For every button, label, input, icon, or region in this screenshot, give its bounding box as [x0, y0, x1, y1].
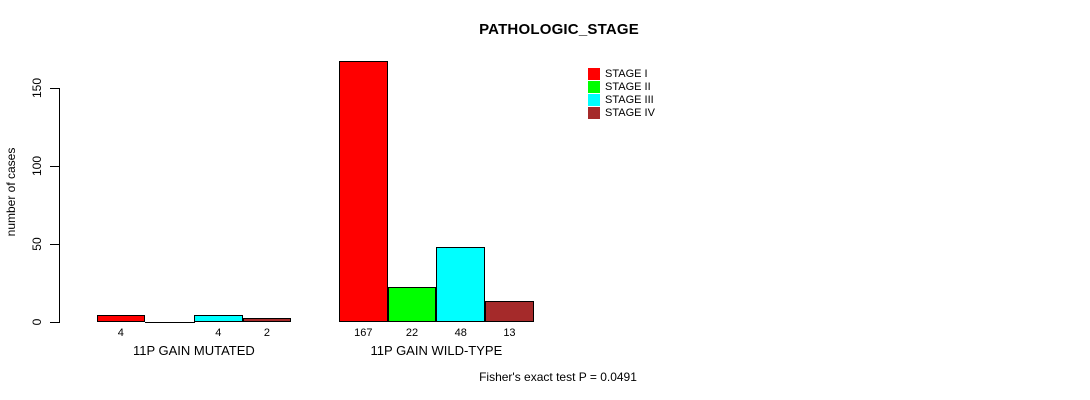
legend-swatch [588, 106, 600, 119]
bar-value-label: 4 [215, 327, 222, 339]
bar-value-label: 48 [454, 327, 467, 339]
y-axis-line [59, 87, 60, 323]
legend-label: STAGE IV [605, 106, 655, 119]
fisher-test-annotation: Fisher's exact test P = 0.0491 [479, 370, 637, 384]
zero-height-bar [145, 321, 195, 323]
bar [339, 60, 388, 323]
legend-row: STAGE I [588, 67, 655, 80]
legend: STAGE I STAGE II STAGE III STAGE IV [588, 67, 655, 119]
bar-value-label: 22 [405, 327, 419, 339]
y-tick [50, 165, 59, 167]
legend-row: STAGE II [588, 80, 655, 93]
bar [242, 318, 292, 323]
bar [387, 287, 437, 323]
y-axis-title: number of cases [4, 147, 18, 237]
legend-label: STAGE III [605, 93, 654, 106]
legend-row: STAGE IV [588, 106, 655, 119]
y-tick-label: 50 [30, 236, 44, 251]
y-tick [50, 321, 59, 323]
bar-value-label: 13 [503, 327, 516, 339]
legend-label: STAGE I [605, 67, 648, 80]
legend-swatch [588, 93, 600, 106]
y-tick-label: 150 [30, 77, 44, 98]
x-category-label: 11P GAIN MUTATED [132, 343, 255, 358]
bar [193, 315, 243, 323]
bar-value-label: 2 [263, 327, 270, 339]
bar [436, 246, 486, 323]
y-tick [50, 87, 59, 89]
bar [96, 315, 146, 323]
y-tick-label: 0 [30, 318, 44, 325]
bar [485, 301, 534, 323]
bar-value-label: 4 [117, 327, 124, 339]
chart-title: PATHOLOGIC_STAGE [479, 21, 639, 38]
y-tick-label: 100 [30, 155, 44, 176]
legend-swatch [588, 80, 600, 93]
legend-swatch [588, 67, 600, 80]
bar-value-label: 167 [354, 327, 373, 339]
legend-label: STAGE II [605, 80, 651, 93]
y-tick [50, 243, 59, 245]
x-category-label: 11P GAIN WILD-TYPE [370, 343, 503, 358]
legend-row: STAGE III [588, 93, 655, 106]
